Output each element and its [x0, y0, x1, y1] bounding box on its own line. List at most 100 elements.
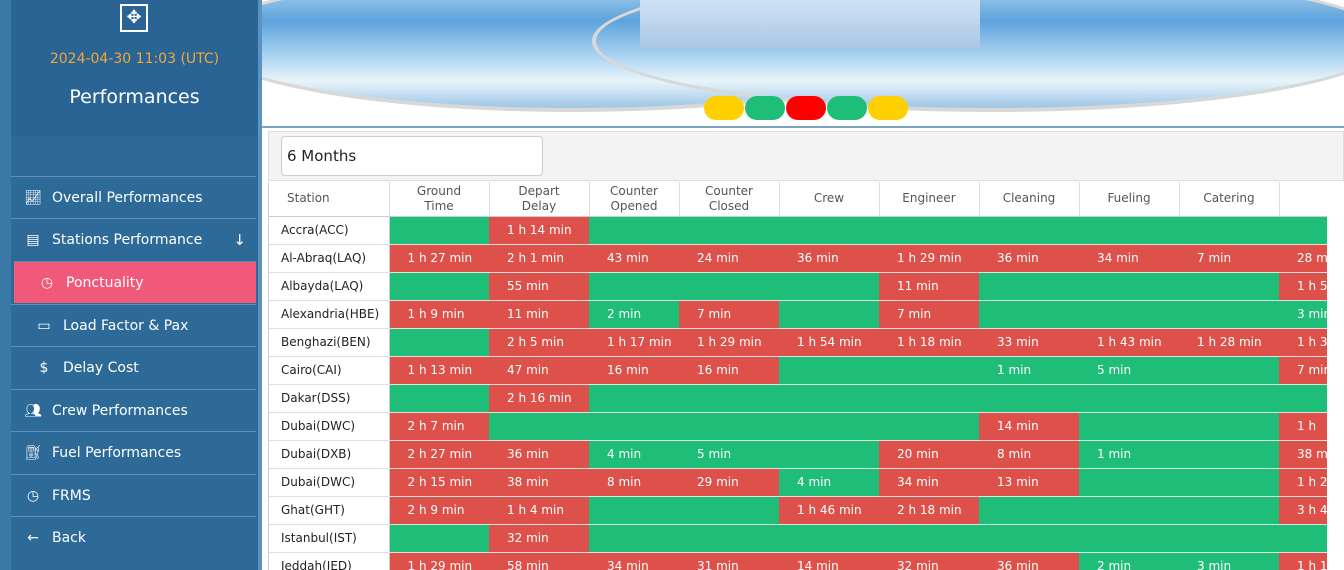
nav-overall-performances[interactable]: 📈︎ Overall Performances	[11, 176, 256, 218]
status-light	[868, 96, 908, 120]
battery-icon: ▭	[37, 317, 51, 334]
nav-fuel-performances[interactable]: ⛽︎ Fuel Performances	[11, 431, 256, 473]
column-header[interactable]: Catering	[1179, 182, 1280, 217]
delay-cell-ok	[779, 412, 879, 441]
delay-cell-late: 3 h 49	[1279, 496, 1327, 525]
status-light	[704, 96, 744, 120]
delay-cell-ok	[679, 384, 779, 413]
sidebar: ✥ 2024-04-30 11:03 (UTC) Performances 📈︎…	[0, 0, 262, 570]
column-header[interactable]: Ground Time	[389, 182, 490, 217]
delay-cell-ok	[1279, 216, 1327, 245]
delay-cell-ok	[1079, 272, 1179, 301]
nav-ponctuality[interactable]: ◷ Ponctuality	[14, 261, 256, 303]
delay-cell-late: 16 min	[679, 356, 779, 385]
delay-cell-ok	[389, 328, 489, 357]
column-header[interactable]: Crew	[779, 182, 880, 217]
table-row[interactable]: Istanbul(IST) 32 min	[269, 524, 1327, 553]
table-row[interactable]: Dubai(DXB) 2 h 27 min 36 min 4 min 5 min 20 m…	[269, 440, 1327, 469]
filter-bar: 6 Months	[268, 131, 1344, 181]
arrow-down-icon: ↓	[233, 230, 246, 249]
delay-cell-late: 1 h 10	[1279, 552, 1327, 570]
delay-cell-late: 2 h 27 min	[389, 440, 489, 469]
table-row[interactable]: Benghazi(BEN) 2 h 5 min 1 h 17 min 1 h 29 m…	[269, 328, 1327, 357]
delay-cell-ok	[679, 496, 779, 525]
delay-cell-late: 1 h 36	[1279, 328, 1327, 357]
delay-cell-ok	[879, 524, 979, 553]
delay-cell-ok	[1179, 524, 1279, 553]
nav-crew-performances[interactable]: 👥︎ Crew Performances	[11, 389, 256, 431]
delay-cell-late: 20 min	[879, 440, 979, 469]
delay-cell-late: 34 min	[589, 552, 679, 570]
table-row[interactable]: Jeddah(JED) 1 h 29 min 58 min 34 min 31 min 1…	[269, 552, 1327, 570]
nav-back[interactable]: ← Back	[11, 516, 256, 558]
delay-cell-late: 1 h 29 min	[389, 552, 489, 570]
table-row[interactable]: Dakar(DSS) 2 h 16 min	[269, 384, 1327, 413]
table-row[interactable]: Albayda(LAQ) 55 min 11 min 1 h 50	[269, 272, 1327, 301]
table-row[interactable]: Dubai(DWC) 2 h 7 min 14 min 1 h	[269, 412, 1327, 441]
station-cell: Accra(ACC)	[269, 216, 390, 245]
arrow-left-icon: ←	[27, 529, 39, 546]
table-row[interactable]: Alexandria(HBE) 1 h 9 min 11 min 2 min 7 min…	[269, 300, 1327, 329]
column-header[interactable]: Fueling	[1079, 182, 1180, 217]
delay-cell-ok	[979, 272, 1079, 301]
delay-cell-ok: 5 min	[1079, 356, 1179, 385]
delay-cell-late: 2 h 16 min	[489, 384, 589, 413]
delay-cell-ok	[389, 384, 489, 413]
current-datetime: 2024-04-30 11:03 (UTC)	[49, 51, 220, 67]
column-header[interactable]: Counter Opened	[589, 182, 680, 217]
column-header[interactable]: Cleaning	[979, 182, 1080, 217]
delay-cell-ok	[1179, 272, 1279, 301]
delay-cell-late: 1 h 27 min	[389, 244, 489, 273]
nav-delay-cost[interactable]: $ Delay Cost	[11, 346, 256, 388]
sidebar-header: ✥ 2024-04-30 11:03 (UTC) Performances	[11, 0, 258, 136]
station-cell: Cairo(CAI)	[269, 356, 390, 385]
delay-cell-ok	[879, 216, 979, 245]
delay-cell-ok	[879, 356, 979, 385]
delay-cell-late: 1 h 27	[1279, 468, 1327, 497]
delay-cell-late: 2 h 9 min	[389, 496, 489, 525]
delay-cell-late: 28 min	[1279, 244, 1327, 273]
delay-cell-ok	[879, 412, 979, 441]
column-header[interactable]: Counter Closed	[679, 182, 780, 217]
delay-cell-late: 34 min	[1079, 244, 1179, 273]
delay-cell-ok: 2 min	[589, 300, 679, 329]
station-cell: Al-Abraq(LAQ)	[269, 244, 390, 273]
delay-cell-late: 16 min	[589, 356, 679, 385]
delay-cell-ok	[679, 272, 779, 301]
period-select[interactable]: 6 Months	[281, 136, 543, 176]
table-row[interactable]: Cairo(CAI) 1 h 13 min 47 min 16 min 16 min 1 …	[269, 356, 1327, 385]
delay-cell-ok	[1179, 356, 1279, 385]
move-arrows-icon[interactable]: ✥	[120, 4, 148, 32]
nav-label: Stations Performance	[52, 231, 203, 248]
table-row[interactable]: Dubai(DWC) 2 h 15 min 38 min 8 min 29 min 4 m…	[269, 468, 1327, 497]
status-light	[745, 96, 785, 120]
delay-cell-late: 1 h	[1279, 412, 1327, 441]
nav-stations-performance[interactable]: ▤ Stations Performance ↓	[11, 218, 256, 260]
column-header[interactable]: Station	[269, 182, 390, 217]
delay-cell-late: 29 min	[679, 468, 779, 497]
column-header[interactable]: Depart Delay	[489, 182, 590, 217]
table-row[interactable]: Al-Abraq(LAQ) 1 h 27 min 2 h 1 min 43 min 24…	[269, 244, 1327, 273]
delay-cell-ok	[589, 524, 679, 553]
nav-frms[interactable]: ◷ FRMS	[11, 474, 256, 516]
column-header[interactable]: Loading	[1279, 182, 1327, 217]
delay-cell-ok	[779, 440, 879, 469]
sky-banner	[262, 0, 1344, 128]
nav-label: FRMS	[52, 487, 91, 504]
delay-cell-ok	[979, 300, 1079, 329]
delay-cell-late: 2 h 18 min	[879, 496, 979, 525]
delay-cell-late: 2 h 5 min	[489, 328, 589, 357]
table-row[interactable]: Ghat(GHT) 2 h 9 min 1 h 4 min 1 h 46 min 2 h…	[269, 496, 1327, 525]
delay-cell-late: 1 h 46 min	[779, 496, 879, 525]
delay-cell-late: 11 min	[879, 272, 979, 301]
nav-label: Ponctuality	[66, 274, 144, 291]
delay-cell-late: 32 min	[489, 524, 589, 553]
delay-cell-late: 36 min	[489, 440, 589, 469]
column-header[interactable]: Engineer	[879, 182, 980, 217]
ponctuality-table-container[interactable]: Station Ground Time Depart Delay Counter Opene…	[268, 182, 1327, 570]
delay-cell-ok: 5 min	[679, 440, 779, 469]
nav-load-factor-pax[interactable]: ▭ Load Factor & Pax	[11, 304, 256, 346]
table-row[interactable]: Accra(ACC) 1 h 14 min	[269, 216, 1327, 245]
delay-cell-ok	[589, 272, 679, 301]
delay-cell-ok	[679, 216, 779, 245]
